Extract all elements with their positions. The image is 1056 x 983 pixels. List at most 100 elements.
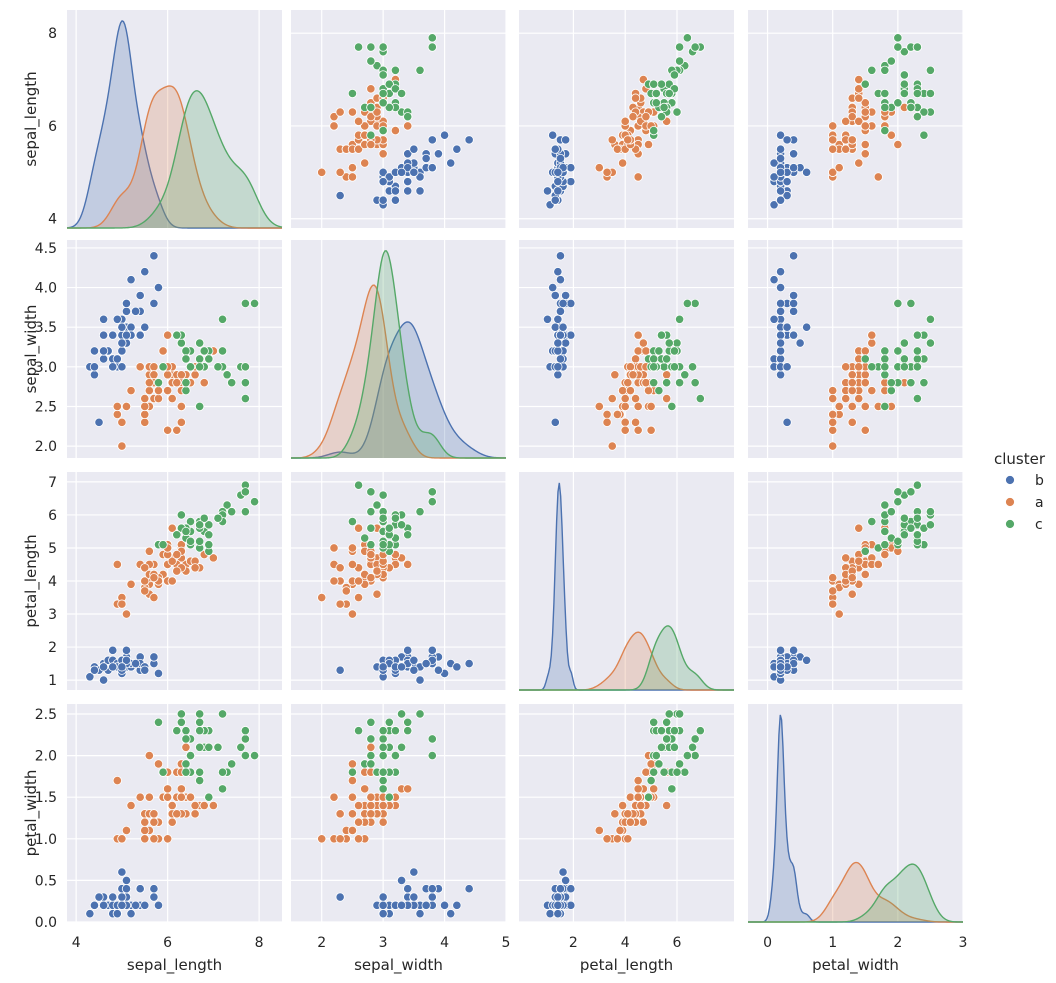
point-a — [641, 378, 651, 388]
point-a — [860, 378, 870, 388]
point-c — [649, 717, 659, 727]
point-a — [366, 112, 376, 122]
point-c — [925, 520, 936, 530]
point-b — [566, 900, 576, 910]
point-a — [163, 425, 173, 435]
legend-marker-c — [1005, 519, 1015, 529]
point-a — [620, 417, 630, 427]
point-a — [630, 354, 641, 364]
point-c — [880, 401, 890, 412]
point-c — [651, 750, 661, 761]
panel-petal_width-vs-petal_length — [519, 704, 734, 923]
point-c — [695, 393, 705, 404]
point-a — [140, 825, 150, 836]
point-a — [199, 800, 209, 811]
point-b — [108, 645, 118, 655]
point-b — [769, 158, 779, 168]
point-b — [553, 362, 563, 372]
point-a — [886, 130, 896, 140]
point-b — [782, 177, 792, 187]
point-c — [181, 759, 191, 769]
point-b — [378, 662, 388, 672]
point-b — [403, 163, 413, 173]
point-b — [427, 163, 437, 173]
point-b — [135, 290, 145, 301]
point-b — [94, 892, 104, 902]
point-c — [912, 513, 922, 523]
point-c — [176, 338, 186, 348]
x-tick-label: 6 — [163, 935, 172, 951]
point-a — [112, 409, 122, 419]
point-b — [409, 144, 419, 154]
point-c — [158, 767, 168, 777]
point-c — [674, 42, 685, 52]
point-b — [117, 322, 127, 332]
point-c — [227, 759, 237, 769]
point-b — [403, 884, 413, 894]
point-a — [144, 378, 154, 388]
point-a — [135, 792, 145, 802]
point-a — [594, 163, 604, 173]
legend-label-a: a — [1035, 495, 1044, 511]
point-c — [185, 362, 196, 372]
point-a — [860, 370, 870, 380]
point-c — [181, 526, 191, 537]
point-a — [347, 609, 358, 619]
point-c — [378, 775, 388, 786]
point-b — [131, 658, 141, 669]
point-b — [553, 892, 563, 902]
point-a — [117, 599, 127, 609]
legend: cluster bac — [994, 450, 1046, 533]
y-tick-label: 4 — [48, 574, 57, 590]
point-a — [867, 330, 877, 340]
point-c — [651, 88, 661, 99]
point-b — [126, 909, 136, 919]
point-b — [553, 346, 563, 356]
kde-fill-a — [291, 285, 506, 458]
kde-fill-b — [67, 20, 282, 229]
point-b — [802, 655, 812, 665]
point-c — [378, 490, 388, 500]
point-c — [378, 726, 388, 736]
point-a — [144, 386, 154, 396]
legend-label-c: c — [1035, 517, 1043, 533]
point-c — [649, 767, 659, 777]
point-a — [176, 370, 186, 380]
x-tick-label: 5 — [502, 935, 511, 951]
point-c — [912, 393, 922, 404]
point-a — [630, 393, 641, 404]
point-b — [566, 884, 576, 894]
point-b — [550, 290, 560, 301]
point-a — [317, 834, 327, 844]
point-b — [802, 322, 812, 332]
point-c — [925, 65, 936, 75]
point-c — [656, 79, 667, 89]
point-a — [126, 800, 136, 811]
point-a — [403, 559, 413, 570]
point-b — [117, 867, 127, 877]
point-b — [782, 135, 792, 145]
point-b — [415, 909, 425, 919]
point-c — [240, 393, 250, 404]
point-b — [421, 900, 431, 910]
point-b — [775, 338, 786, 348]
point-c — [366, 717, 376, 727]
panel-sepal_length-vs-sepal_width — [291, 10, 507, 228]
point-c — [674, 314, 685, 324]
point-a — [638, 338, 648, 348]
point-a — [140, 409, 150, 419]
point-b — [553, 167, 563, 177]
point-c — [880, 88, 890, 99]
point-c — [893, 298, 903, 309]
point-a — [841, 362, 851, 372]
point-c — [249, 497, 260, 507]
point-b — [789, 149, 799, 159]
point-a — [828, 586, 838, 596]
point-c — [158, 362, 168, 372]
point-c — [659, 102, 669, 113]
point-a — [149, 370, 159, 380]
point-c — [366, 734, 376, 744]
point-b — [403, 177, 413, 187]
point-a — [167, 393, 177, 404]
point-c — [378, 784, 388, 794]
